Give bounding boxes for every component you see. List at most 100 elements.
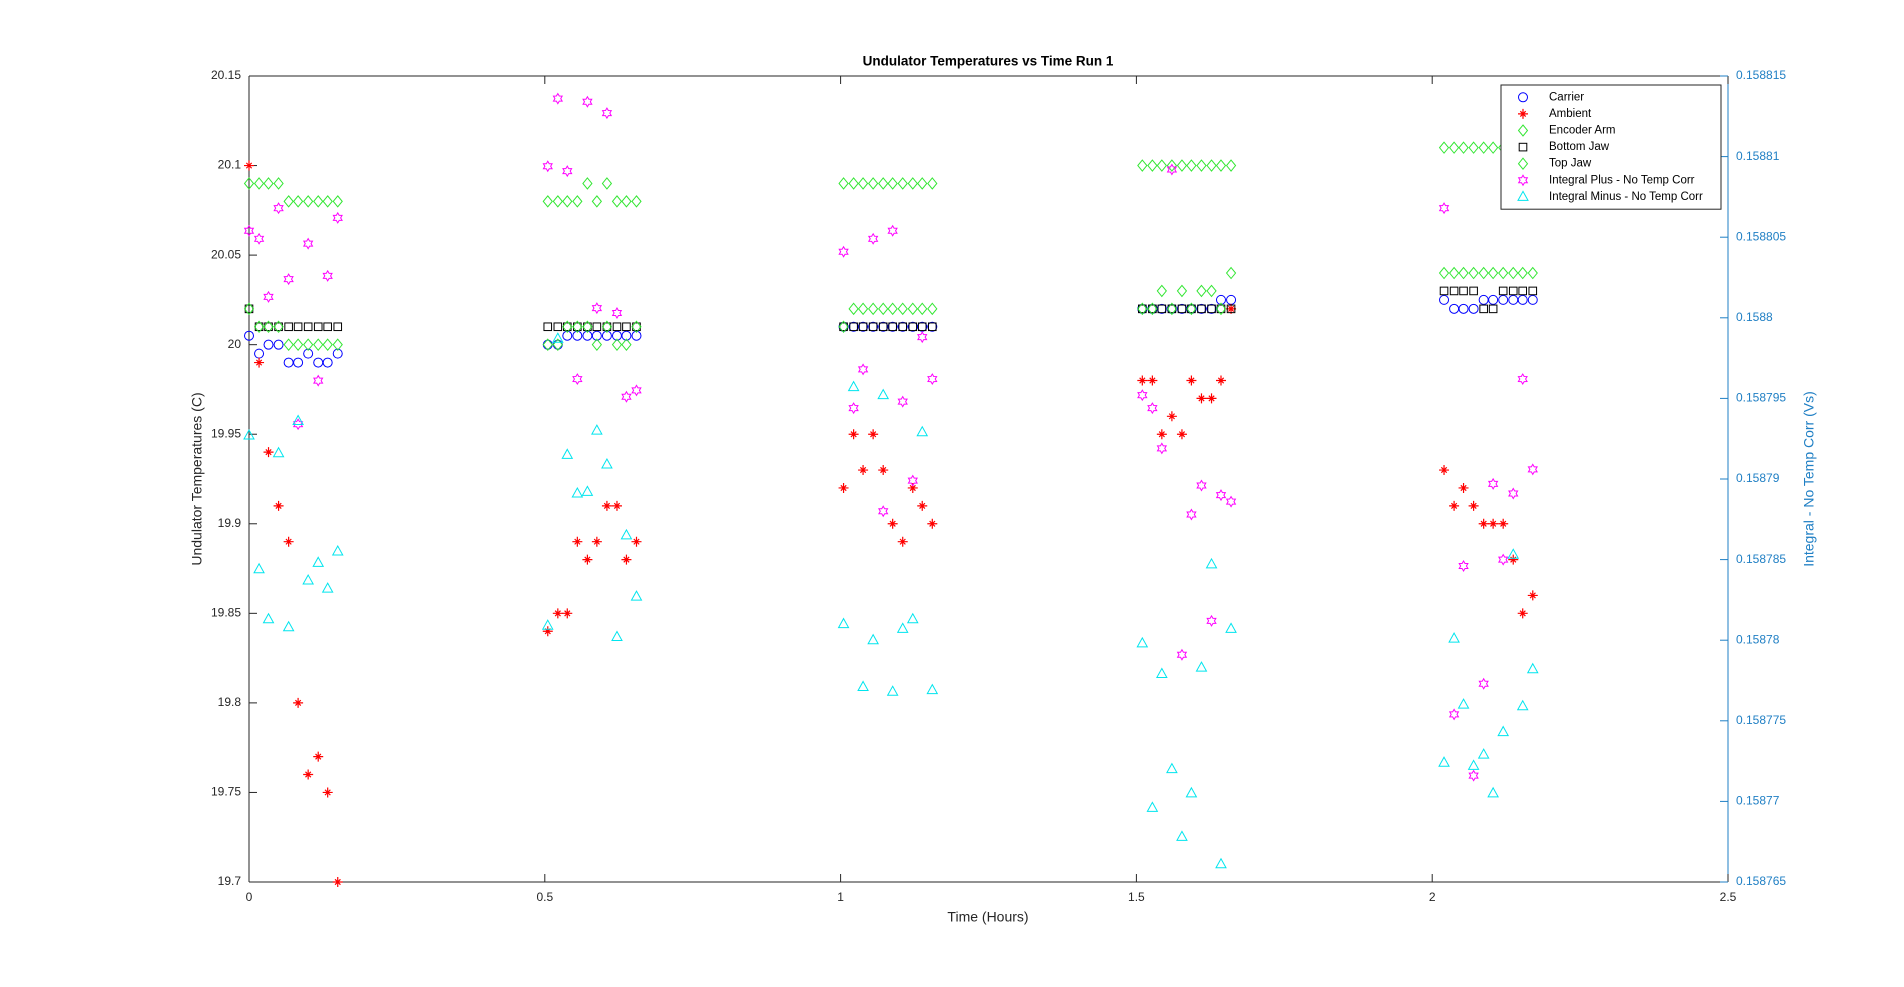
point bbox=[857, 177, 869, 190]
point bbox=[1508, 487, 1519, 500]
point bbox=[1156, 429, 1167, 440]
point bbox=[1477, 748, 1490, 759]
point bbox=[1136, 636, 1149, 648]
point bbox=[887, 224, 898, 237]
point bbox=[263, 290, 274, 303]
point bbox=[837, 617, 850, 629]
series bbox=[243, 332, 1539, 869]
point bbox=[1487, 477, 1499, 490]
chart-title: Undulator Temperatures vs Time Run 1 bbox=[863, 54, 1114, 69]
point bbox=[867, 232, 879, 245]
point bbox=[621, 330, 632, 341]
point bbox=[1478, 141, 1489, 154]
point bbox=[847, 380, 860, 392]
point-stroke bbox=[1527, 590, 1538, 601]
legend-label: Carrier bbox=[1549, 91, 1584, 103]
point-stroke bbox=[1468, 500, 1479, 511]
point bbox=[283, 273, 294, 286]
point bbox=[621, 554, 632, 565]
point bbox=[1467, 759, 1480, 770]
point bbox=[1156, 284, 1167, 298]
point bbox=[1457, 698, 1470, 709]
point bbox=[1488, 518, 1499, 529]
legend-box bbox=[1500, 84, 1722, 210]
point bbox=[887, 302, 898, 316]
point bbox=[630, 590, 643, 601]
point bbox=[1166, 163, 1178, 176]
point bbox=[857, 680, 869, 691]
point bbox=[243, 428, 255, 440]
point bbox=[1147, 159, 1158, 172]
legend-marker bbox=[1517, 190, 1529, 201]
point-stroke bbox=[263, 447, 274, 458]
point bbox=[303, 322, 313, 332]
point bbox=[583, 322, 592, 332]
point bbox=[887, 518, 898, 529]
point bbox=[917, 322, 927, 332]
point-stroke bbox=[631, 536, 642, 547]
point bbox=[1518, 286, 1528, 296]
point bbox=[868, 321, 879, 332]
point bbox=[1226, 304, 1236, 314]
point bbox=[283, 338, 294, 351]
point bbox=[243, 224, 255, 237]
point-stroke bbox=[927, 518, 938, 529]
point bbox=[572, 330, 583, 341]
point bbox=[897, 177, 908, 190]
point bbox=[601, 457, 613, 469]
point bbox=[1157, 304, 1167, 314]
point bbox=[848, 177, 859, 190]
point bbox=[572, 195, 583, 208]
point bbox=[562, 195, 573, 208]
point-stroke bbox=[1166, 411, 1177, 422]
point bbox=[263, 320, 274, 334]
legend-marker bbox=[1518, 108, 1528, 119]
point bbox=[1215, 159, 1227, 172]
point bbox=[1468, 303, 1479, 314]
y-tick-label: 19.7 bbox=[218, 874, 242, 888]
point-stroke bbox=[838, 482, 849, 493]
point bbox=[621, 195, 632, 208]
point bbox=[1458, 560, 1469, 573]
point bbox=[1439, 294, 1450, 305]
point bbox=[601, 107, 613, 120]
point bbox=[838, 177, 849, 190]
point bbox=[867, 633, 879, 645]
point bbox=[897, 536, 908, 547]
point bbox=[1176, 159, 1188, 172]
point bbox=[927, 177, 938, 190]
point bbox=[1527, 463, 1538, 476]
legend-marker bbox=[1518, 92, 1528, 103]
y2-tick-label: 0.15881 bbox=[1736, 149, 1780, 163]
point bbox=[1468, 500, 1479, 511]
point bbox=[602, 322, 612, 332]
y-tick-label: 20 bbox=[228, 337, 242, 351]
point bbox=[839, 322, 848, 332]
point bbox=[1459, 286, 1468, 296]
point bbox=[292, 418, 304, 431]
point bbox=[838, 482, 849, 493]
y2-axis-label: Integral - No Temp Corr (Vs) bbox=[1801, 391, 1817, 567]
point bbox=[1527, 590, 1538, 601]
series bbox=[244, 160, 1538, 887]
y2-tick-label: 0.1588 bbox=[1736, 310, 1773, 324]
point bbox=[1207, 304, 1216, 314]
point-stroke bbox=[1137, 375, 1148, 386]
point bbox=[1215, 302, 1227, 316]
legend-label: Encoder Arm bbox=[1549, 125, 1615, 137]
point bbox=[601, 500, 612, 511]
point bbox=[332, 338, 343, 351]
point bbox=[848, 429, 859, 440]
point-stroke bbox=[601, 500, 612, 511]
point bbox=[868, 322, 878, 332]
series bbox=[244, 286, 1538, 332]
point bbox=[1176, 284, 1188, 298]
point bbox=[611, 338, 623, 351]
point bbox=[1186, 159, 1197, 172]
point-stroke bbox=[313, 751, 324, 762]
point bbox=[612, 322, 622, 332]
point bbox=[1498, 286, 1508, 296]
point bbox=[601, 330, 612, 341]
point bbox=[1185, 786, 1198, 798]
